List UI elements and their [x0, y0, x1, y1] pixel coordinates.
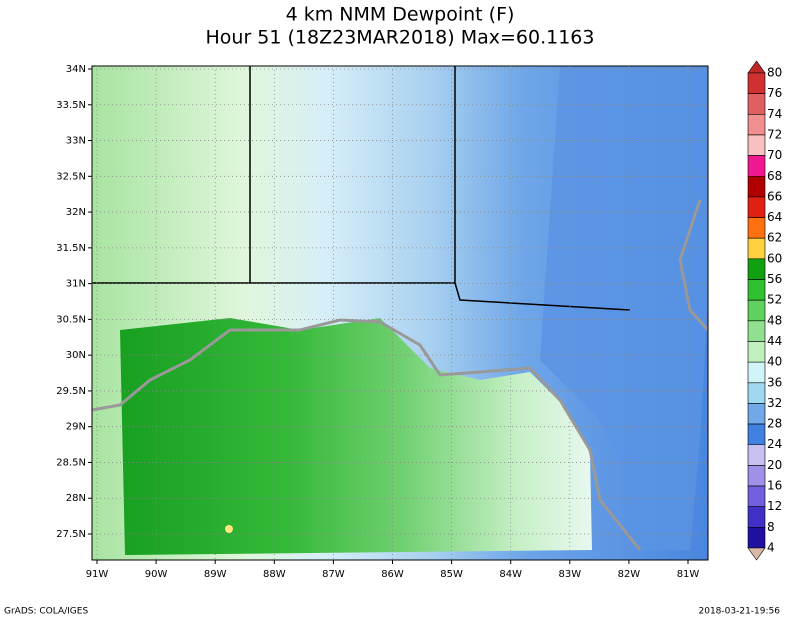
gulf-field	[120, 318, 592, 555]
colorbar-box	[747, 527, 766, 549]
lon-label: 81W	[677, 569, 700, 580]
colorbar-label: 36	[767, 375, 782, 389]
colorbar-label: 12	[767, 499, 782, 513]
max-spot	[225, 525, 233, 533]
colorbar-box	[747, 114, 766, 136]
colorbar-label: 74	[767, 107, 782, 121]
footer-left: GrADS: COLA/IGES	[4, 607, 88, 617]
colorbar-box	[747, 423, 766, 446]
lon-label: 85W	[440, 569, 463, 580]
title: 4 km NMM Dewpoint (F)	[286, 4, 515, 26]
colorbar-box	[747, 258, 766, 280]
colorbar-label: 66	[767, 189, 782, 203]
colorbar-label: 16	[767, 479, 782, 493]
colorbar-label: 62	[767, 231, 782, 245]
colorbar-box	[747, 506, 766, 528]
colorbar-box	[747, 403, 766, 425]
colorbar: 8076747270686664626056524844403632282420…	[747, 60, 782, 561]
colorbar-box	[747, 175, 766, 198]
state-lines	[92, 66, 631, 311]
colorbar-label: 56	[767, 272, 782, 286]
colorbar-box	[747, 237, 766, 260]
lon-label: 90W	[145, 569, 168, 580]
lon-label: 82W	[618, 569, 641, 580]
lon-label: 87W	[322, 569, 345, 580]
colorbar-label: 40	[767, 355, 782, 369]
lat-label: 32.5N	[56, 171, 86, 182]
colorbar-box	[747, 134, 766, 156]
lat-label: 31.5N	[56, 243, 86, 254]
lat-label: 33.5N	[56, 100, 86, 111]
colorbar-label: 64	[767, 210, 782, 224]
lat-label: 30N	[66, 350, 86, 361]
colorbar-box	[747, 279, 766, 301]
lat-label: 30.5N	[56, 314, 86, 325]
colorbar-box	[747, 382, 766, 404]
colorbar-label: 32	[767, 396, 782, 410]
colorbar-box	[747, 361, 766, 384]
colorbar-label: 60	[767, 251, 782, 265]
colorbar-box	[747, 547, 766, 561]
graticule: 34N 33.5N 33N 32.5N 32N 31.5N 31N 30.5N 30N 29.5N…	[56, 64, 708, 580]
lat-label: 33N	[66, 136, 86, 147]
colorbar-label: 76	[767, 86, 782, 100]
colorbar-label: 52	[767, 293, 782, 307]
colorbar-label: 80	[767, 66, 782, 80]
colorbar-box	[747, 485, 766, 507]
lon-label: 91W	[86, 569, 109, 580]
colorbar-box	[747, 320, 766, 342]
lat-label: 32N	[66, 207, 86, 218]
colorbar-box	[747, 299, 766, 322]
colorbar-label: 28	[767, 417, 782, 431]
lon-label: 88W	[263, 569, 286, 580]
colorbar-label: 48	[767, 313, 782, 327]
florida-field	[540, 66, 708, 550]
lon-label: 84W	[499, 569, 522, 580]
footer-right: 2018-03-21-19:56	[699, 607, 781, 617]
colorbar-label: 72	[767, 127, 782, 141]
lat-label: 29N	[66, 422, 86, 433]
colorbar-box	[747, 465, 766, 487]
colorbar-label: 68	[767, 169, 782, 183]
subtitle: Hour 51 (18Z23MAR2018) Max=60.1163	[206, 27, 595, 49]
lat-label: 28N	[66, 493, 86, 504]
colorbar-box	[747, 60, 766, 74]
lat-label: 27.5N	[56, 529, 86, 540]
colorbar-box	[747, 196, 766, 218]
lon-label: 89W	[204, 569, 227, 580]
colorbar-box	[747, 217, 766, 239]
lat-label: 28.5N	[56, 457, 86, 468]
colorbar-label: 44	[767, 334, 782, 348]
lon-label: 83W	[558, 569, 581, 580]
lat-label: 29.5N	[56, 386, 86, 397]
colorbar-box	[747, 341, 766, 363]
colorbar-label: 24	[767, 437, 782, 451]
colorbar-box	[747, 72, 766, 94]
colorbar-label: 4	[767, 541, 775, 555]
colorbar-box	[747, 444, 766, 466]
colorbar-label: 20	[767, 458, 782, 472]
colorbar-box	[747, 155, 766, 177]
colorbar-label: 8	[767, 520, 775, 534]
lat-label: 34N	[66, 64, 86, 75]
lat-label: 31N	[66, 279, 86, 290]
colorbar-box	[747, 93, 766, 115]
lon-label: 86W	[381, 569, 404, 580]
coastline	[91, 199, 710, 551]
map-frame	[91, 65, 709, 561]
colorbar-label: 70	[767, 148, 782, 162]
